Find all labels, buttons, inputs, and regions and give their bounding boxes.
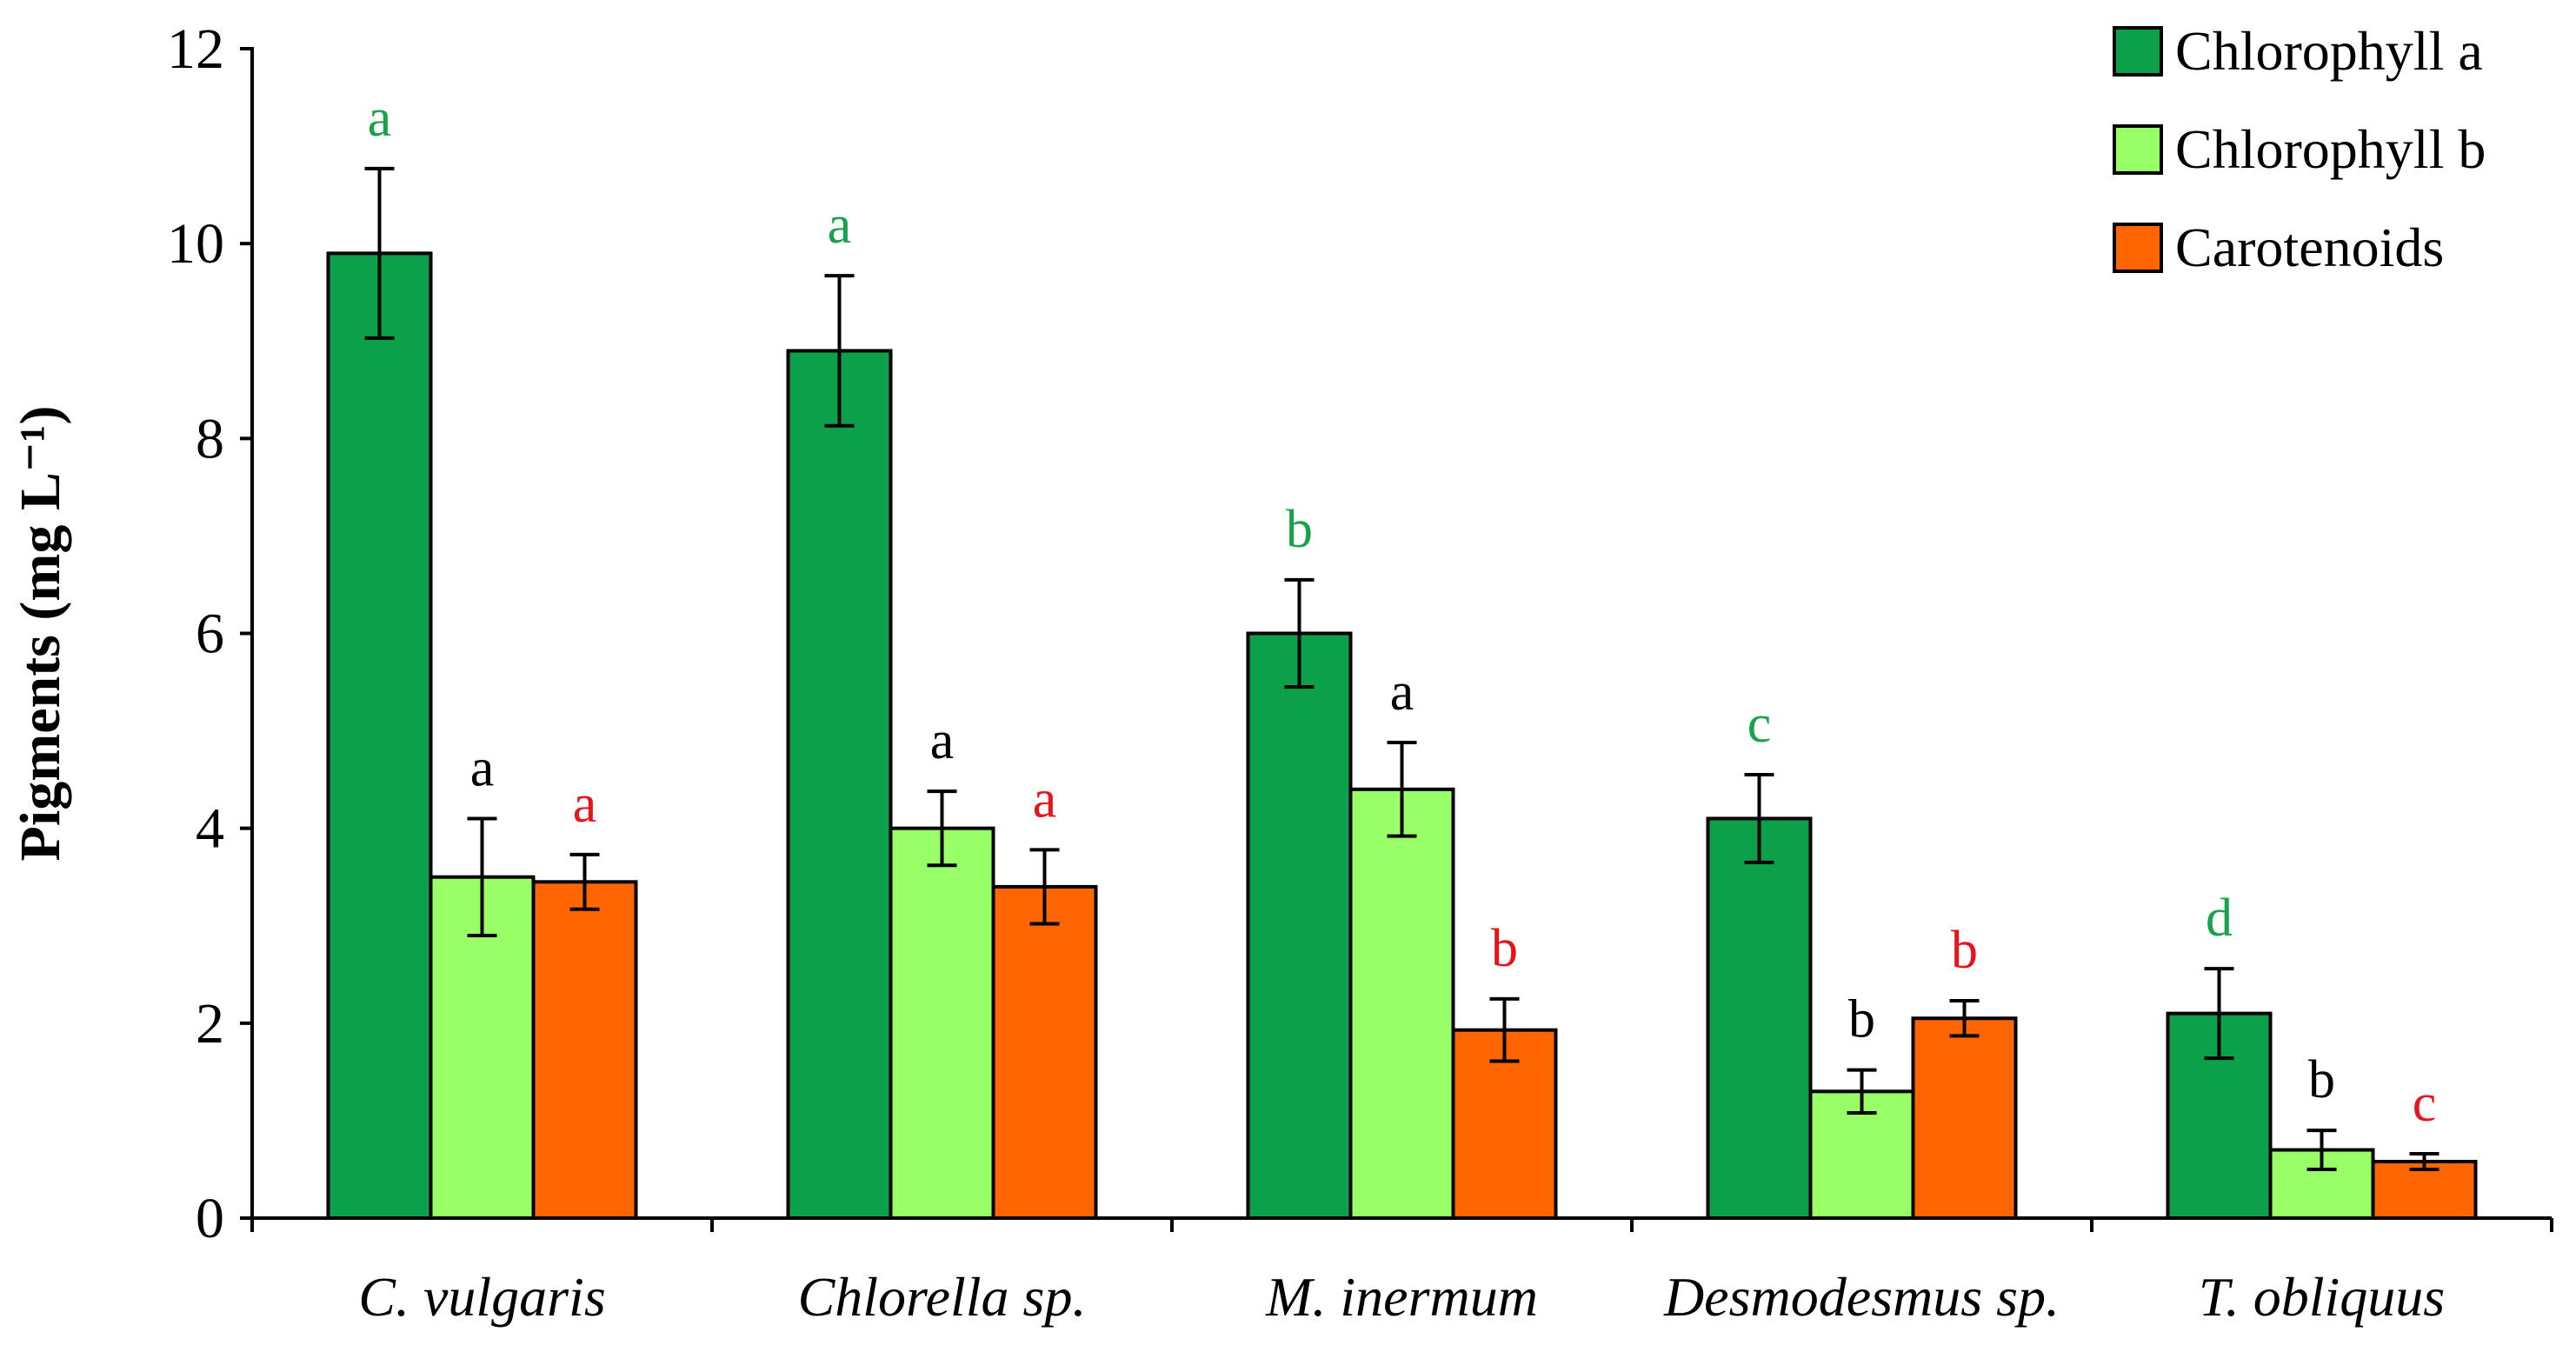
significance-label: a <box>1033 769 1057 829</box>
significance-label: a <box>930 711 955 770</box>
y-tick-label: 6 <box>196 603 224 666</box>
category-label: Chlorella sp. <box>798 1266 1087 1328</box>
category-label: Desmodesmus sp. <box>1663 1266 2060 1328</box>
category-label: C. vulgaris <box>358 1266 605 1328</box>
significance-label: c <box>2413 1074 2437 1133</box>
legend-swatch <box>2113 124 2163 175</box>
y-tick-label: 10 <box>167 212 224 276</box>
legend-label: Carotenoids <box>2175 216 2444 278</box>
category-label: T. obliquus <box>2199 1266 2445 1328</box>
significance-labels: a a a a a a b a b c b b d b c <box>368 89 2437 1133</box>
legend-swatch <box>2113 26 2163 77</box>
bar <box>1911 1016 2018 1220</box>
bar <box>991 884 1098 1221</box>
y-tick-label: 0 <box>196 1187 224 1250</box>
bar <box>326 251 433 1220</box>
legend-swatch <box>2113 223 2163 273</box>
significance-label: d <box>2206 889 2233 948</box>
y-tick-label: 12 <box>167 17 224 81</box>
y-tick-label: 4 <box>196 797 224 861</box>
significance-label: c <box>1747 695 1772 754</box>
significance-label: b <box>1951 921 1978 980</box>
bars <box>326 251 2478 1221</box>
significance-label: b <box>2308 1050 2335 1109</box>
bar <box>889 826 995 1221</box>
significance-label: b <box>1848 990 1875 1049</box>
significance-label: a <box>1390 663 1414 722</box>
bar <box>531 880 638 1220</box>
bar <box>786 349 893 1221</box>
y-tick-label: 8 <box>196 407 224 470</box>
significance-label: a <box>828 196 852 255</box>
y-axis-title: Pigments (mg L⁻¹) <box>9 406 72 862</box>
tick-labels: 0 2 4 6 8 10 12 <box>167 17 224 1250</box>
significance-label: b <box>1491 919 1518 978</box>
bar <box>1246 631 1353 1220</box>
legend-label: Chlorophyll b <box>2175 118 2486 180</box>
significance-label: b <box>1286 500 1313 559</box>
y-tick-label: 2 <box>196 992 224 1056</box>
bar <box>1348 787 1455 1220</box>
legend: Chlorophyll a Chlorophyll b Carotenoids <box>2113 20 2486 278</box>
error-bars <box>364 166 2440 1171</box>
legend-label: Chlorophyll a <box>2175 20 2483 82</box>
significance-label: a <box>573 775 597 834</box>
category-label: M. inermum <box>1265 1266 1538 1328</box>
significance-label: a <box>470 738 495 797</box>
significance-label: a <box>368 89 392 148</box>
bar <box>1706 816 1813 1220</box>
category-labels: C. vulgaris Chlorella sp. M. inermum Desmod… <box>358 1266 2445 1328</box>
